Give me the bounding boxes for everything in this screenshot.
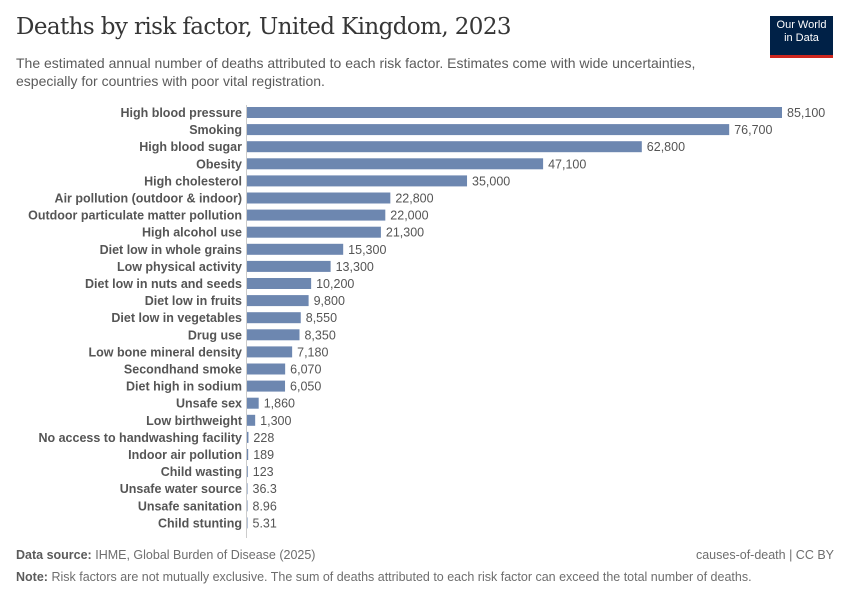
- logo-line1: Our World: [776, 19, 827, 31]
- bar[interactable]: [247, 346, 293, 358]
- value-label: 228: [253, 431, 274, 445]
- bar[interactable]: [247, 312, 301, 324]
- value-label: 76,700: [734, 123, 772, 137]
- value-label: 36.3: [253, 482, 277, 496]
- bar[interactable]: [247, 517, 248, 529]
- owid-logo[interactable]: Our World in Data: [770, 16, 833, 58]
- bar[interactable]: [247, 397, 259, 409]
- category-label: Low bone mineral density: [89, 345, 243, 359]
- value-label: 6,050: [290, 380, 321, 394]
- value-label: 47,100: [548, 157, 586, 171]
- bar[interactable]: [247, 431, 249, 443]
- category-label: Outdoor particulate matter pollution: [28, 209, 242, 223]
- chart-title: Deaths by risk factor, United Kingdom, 2…: [16, 14, 512, 40]
- value-label: 123: [253, 465, 274, 479]
- category-label: No access to handwashing facility: [38, 431, 242, 445]
- value-label: 35,000: [472, 174, 510, 188]
- category-label: Unsafe water source: [120, 482, 242, 496]
- value-label: 10,200: [316, 277, 354, 291]
- category-label: Low physical activity: [117, 260, 242, 274]
- value-label: 22,000: [390, 209, 428, 223]
- value-label: 62,800: [647, 140, 685, 154]
- bar[interactable]: [247, 107, 782, 118]
- category-label: Diet low in vegetables: [111, 311, 242, 325]
- bar[interactable]: [247, 209, 386, 221]
- value-label: 1,300: [260, 414, 291, 428]
- category-label: Obesity: [196, 157, 242, 171]
- value-label: 8.96: [253, 499, 277, 513]
- value-label: 85,100: [787, 106, 825, 120]
- category-label: Child stunting: [158, 516, 242, 530]
- category-label: Unsafe sanitation: [138, 499, 242, 513]
- category-label: Diet low in fruits: [145, 294, 242, 308]
- bar[interactable]: [247, 124, 730, 136]
- bar[interactable]: [247, 226, 381, 238]
- bar[interactable]: [247, 243, 344, 255]
- category-label: Air pollution (outdoor & indoor): [55, 192, 242, 206]
- value-label: 6,070: [290, 363, 321, 377]
- bar[interactable]: [247, 141, 642, 153]
- category-label: Diet low in whole grains: [100, 243, 242, 257]
- value-label: 1,860: [264, 397, 295, 411]
- bar[interactable]: [247, 483, 248, 495]
- value-label: 7,180: [297, 345, 328, 359]
- category-label: Unsafe sex: [176, 397, 242, 411]
- bar[interactable]: [247, 192, 391, 204]
- category-label: Secondhand smoke: [124, 363, 242, 377]
- category-label: High blood sugar: [139, 140, 242, 154]
- bar[interactable]: [247, 278, 312, 289]
- bar[interactable]: [247, 295, 309, 307]
- category-label: Smoking: [189, 123, 242, 137]
- value-label: 22,800: [395, 192, 433, 206]
- value-label: 189: [253, 448, 274, 462]
- bar[interactable]: [247, 158, 544, 170]
- category-label: Drug use: [188, 328, 242, 342]
- category-label: High blood pressure: [120, 106, 242, 120]
- chart-subtitle: The estimated annual number of deaths at…: [16, 55, 696, 89]
- bar[interactable]: [247, 466, 248, 478]
- category-label: High cholesterol: [144, 174, 242, 188]
- bar[interactable]: [247, 329, 300, 341]
- value-label: 5.31: [253, 516, 277, 530]
- source-label: Data source:: [16, 548, 92, 562]
- category-label: Low birthweight: [146, 414, 243, 428]
- category-label: Diet high in sodium: [126, 380, 242, 394]
- bar[interactable]: [247, 175, 468, 187]
- value-label: 13,300: [336, 260, 374, 274]
- category-label: High alcohol use: [142, 226, 242, 240]
- note-label: Note:: [16, 570, 48, 584]
- bar[interactable]: [247, 500, 248, 512]
- value-label: 21,300: [386, 226, 424, 240]
- source-text[interactable]: IHME, Global Burden of Disease (2025): [95, 548, 316, 562]
- category-label: Child wasting: [161, 465, 242, 479]
- category-label: Diet low in nuts and seeds: [85, 277, 242, 291]
- bar[interactable]: [247, 380, 286, 392]
- value-label: 9,800: [314, 294, 345, 308]
- value-label: 8,350: [304, 328, 335, 342]
- bar[interactable]: [247, 414, 256, 426]
- note: Note: Risk factors are not mutually excl…: [16, 570, 752, 584]
- bar[interactable]: [247, 260, 331, 272]
- data-source: Data source: IHME, Global Burden of Dise…: [16, 548, 834, 562]
- license-text[interactable]: causes-of-death | CC BY: [695, 548, 834, 562]
- bar[interactable]: [247, 363, 286, 375]
- category-label: Indoor air pollution: [128, 448, 242, 462]
- value-label: 8,550: [306, 311, 337, 325]
- logo-line2: in Data: [784, 32, 819, 44]
- note-text: Risk factors are not mutually exclusive.…: [51, 570, 752, 584]
- bar-chart: High blood pressure 85,100 Smoking 76,700 Hi…: [28, 105, 825, 538]
- bar[interactable]: [247, 449, 249, 460]
- value-label: 15,300: [348, 243, 386, 257]
